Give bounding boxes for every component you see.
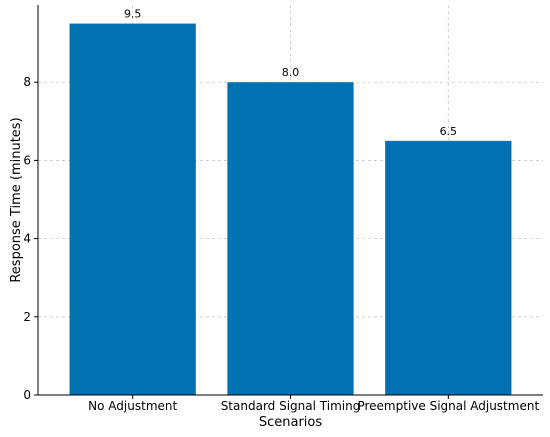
y-tick-label: 0 — [23, 388, 31, 402]
bar — [69, 23, 196, 395]
y-tick-label: 6 — [23, 153, 31, 167]
axes — [34, 5, 543, 399]
y-tick-label: 2 — [23, 310, 31, 324]
bar — [385, 140, 512, 395]
bars — [69, 23, 512, 395]
bar — [227, 82, 354, 395]
x-tick-label: Standard Signal Timing — [221, 399, 361, 413]
x-axis-title: Scenarios — [259, 415, 323, 430]
bar-value-label: 8.0 — [282, 66, 300, 79]
y-tick-label: 4 — [23, 232, 31, 246]
y-tick-label: 8 — [23, 75, 31, 89]
bar-value-label: 9.5 — [124, 8, 142, 21]
x-tick-label: No Adjustment — [88, 399, 177, 413]
bar-value-label: 6.5 — [440, 125, 458, 138]
labels: 0 2 4 6 8 No Adjustment Standard Signal Timing… — [23, 8, 539, 413]
y-axis-title: Response Time (minutes) — [9, 117, 24, 282]
x-tick-label: Preemptive Signal Adjustment — [357, 399, 539, 413]
